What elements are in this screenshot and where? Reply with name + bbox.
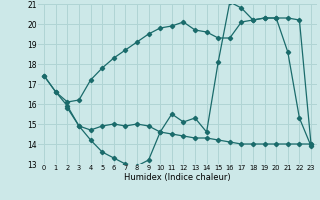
X-axis label: Humidex (Indice chaleur): Humidex (Indice chaleur) bbox=[124, 173, 231, 182]
